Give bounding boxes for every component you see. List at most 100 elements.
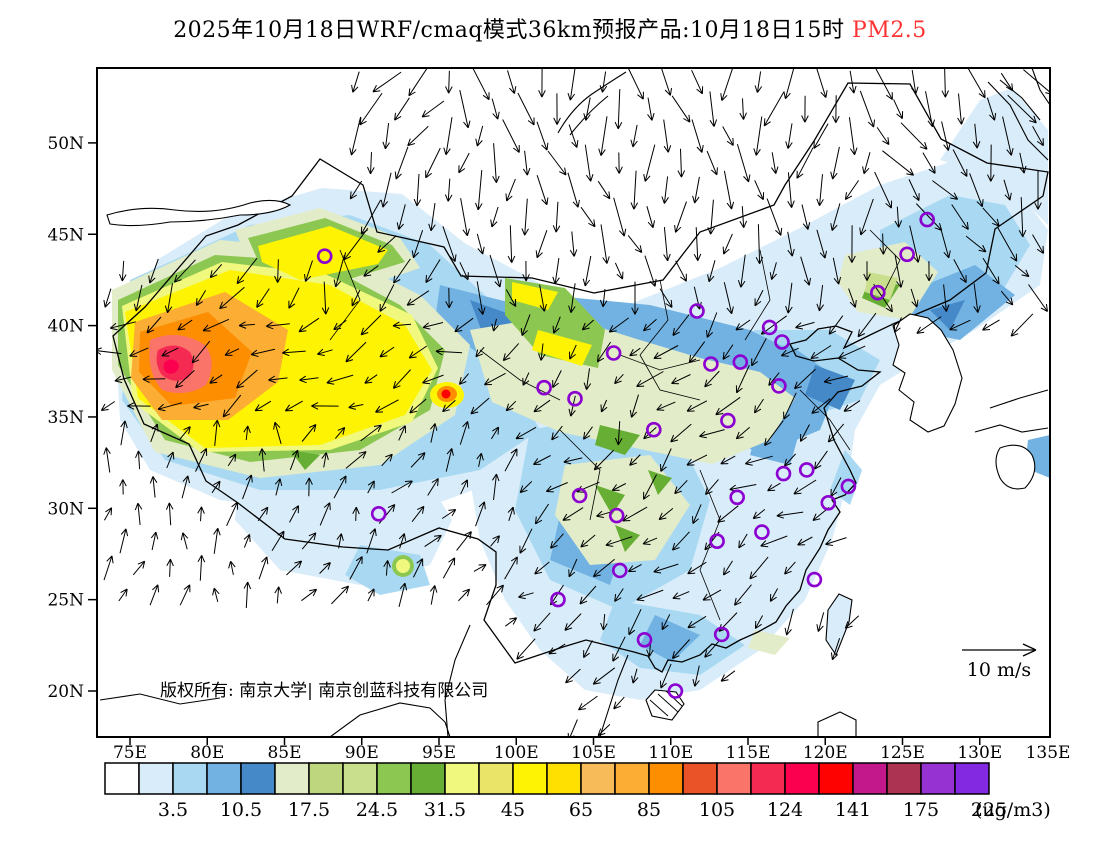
wind-arrow xyxy=(274,259,282,283)
wind-arrow xyxy=(580,206,596,228)
wind-arrow xyxy=(213,527,221,554)
wind-arrow xyxy=(534,503,550,525)
wind-arrow xyxy=(360,424,382,442)
wind-arrow xyxy=(349,180,363,200)
wind-arrow xyxy=(392,321,412,329)
wind-arrow xyxy=(723,282,734,315)
wind-arrow xyxy=(236,369,258,389)
station-markers xyxy=(316,211,936,699)
wind-arrow xyxy=(567,172,580,208)
pm25-contour-region xyxy=(290,450,320,470)
colorbar-label: 124 xyxy=(767,799,803,821)
wind-arrow xyxy=(671,95,691,123)
station-marker xyxy=(720,412,736,429)
wind-arrow xyxy=(660,448,672,472)
wind-arrow xyxy=(1032,126,1044,147)
colorbar-cell xyxy=(546,762,582,795)
wind-arrow xyxy=(538,68,546,98)
wind-arrow xyxy=(195,290,207,307)
wind-arrow xyxy=(377,235,397,253)
wind-arrow xyxy=(504,448,518,472)
wind-arrow xyxy=(754,289,764,307)
wind-arrow xyxy=(421,100,445,118)
wind-arrow xyxy=(882,150,915,176)
lat-tick-label: 30N xyxy=(47,499,84,519)
wind-arrow xyxy=(613,197,627,237)
wind-arrow xyxy=(460,479,469,495)
wind-arrow xyxy=(592,667,616,685)
wind-arrow xyxy=(562,507,584,521)
wind-arrow xyxy=(894,254,904,288)
wind-arrow xyxy=(739,206,748,229)
wind-arrow xyxy=(243,534,251,548)
wind-arrow xyxy=(583,426,593,440)
wind-arrow xyxy=(286,560,303,576)
station-marker xyxy=(536,379,552,396)
wind-arrow xyxy=(505,289,517,307)
wind-arrow xyxy=(379,284,395,312)
wind-scale-label: 10 m/s xyxy=(967,659,1031,681)
wind-arrow xyxy=(568,283,576,313)
station-marker xyxy=(732,354,749,370)
wind-arrow xyxy=(441,509,457,519)
station-marker xyxy=(771,378,787,394)
wind-arrow xyxy=(629,394,639,418)
wind-arrow xyxy=(844,180,860,201)
pm25-contour-region xyxy=(930,300,965,330)
wind-arrow xyxy=(599,71,608,93)
pm25-contour-region xyxy=(163,359,179,374)
wind-arrow xyxy=(442,399,456,413)
wind-arrow xyxy=(150,531,159,551)
wind-arrow xyxy=(844,615,860,629)
wind-arrow xyxy=(243,425,251,441)
wind-arrow xyxy=(219,286,245,310)
wind-arrow xyxy=(413,173,422,207)
station-marker xyxy=(869,284,886,301)
wind-arrow xyxy=(411,505,425,523)
wind-arrow xyxy=(982,319,1000,331)
wind-arrow xyxy=(472,68,490,101)
wind-arrow xyxy=(533,612,551,632)
wind-arrow xyxy=(764,420,784,447)
station-marker xyxy=(567,390,583,407)
wind-arrow xyxy=(150,423,159,443)
wind-arrow xyxy=(612,636,626,662)
wind-arrow xyxy=(1034,170,1042,210)
wind-arrow xyxy=(672,314,690,336)
wind-arrow xyxy=(409,398,427,414)
wind-arrow xyxy=(644,255,657,287)
wind-arrow xyxy=(212,419,221,446)
wind-arrow xyxy=(849,70,857,94)
colorbar: 3.5 10.5 17.5 24.5 31.5 45 65 85 105 124 141 175 225… xyxy=(104,762,1051,821)
wind-arrow xyxy=(1002,116,1014,156)
wind-arrow xyxy=(735,319,751,331)
wind-arrow xyxy=(705,479,719,496)
wind-arrow xyxy=(670,423,692,443)
wind-arrow xyxy=(222,394,242,418)
wind-arrow xyxy=(271,530,285,552)
latitude-axis: 50N 45N 40N 35N 30N 25N 20N xyxy=(47,134,97,702)
wind-arrow xyxy=(428,203,436,232)
wind-arrow xyxy=(828,315,844,335)
wind-arrow xyxy=(459,421,470,445)
wind-arrow xyxy=(363,265,379,277)
wind-arrow xyxy=(430,423,438,443)
wind-arrow xyxy=(193,402,209,410)
lon-tick-label: 85E xyxy=(267,743,301,763)
wind-arrow xyxy=(656,401,676,411)
wind-arrow xyxy=(830,146,840,180)
wind-arrow xyxy=(693,227,702,262)
wind-arrow xyxy=(800,256,811,286)
station-marker xyxy=(775,465,792,482)
wind-arrow xyxy=(686,454,708,466)
wind-arrow xyxy=(722,126,734,146)
wind-arrow xyxy=(615,152,623,174)
wind-arrow xyxy=(827,423,845,443)
wind-arrow xyxy=(475,125,484,147)
wind-arrow xyxy=(120,420,128,446)
pm25-contour-region xyxy=(532,330,592,366)
wind-arrow xyxy=(242,474,253,500)
wind-arrow xyxy=(227,453,237,467)
wind-arrow xyxy=(444,178,453,202)
